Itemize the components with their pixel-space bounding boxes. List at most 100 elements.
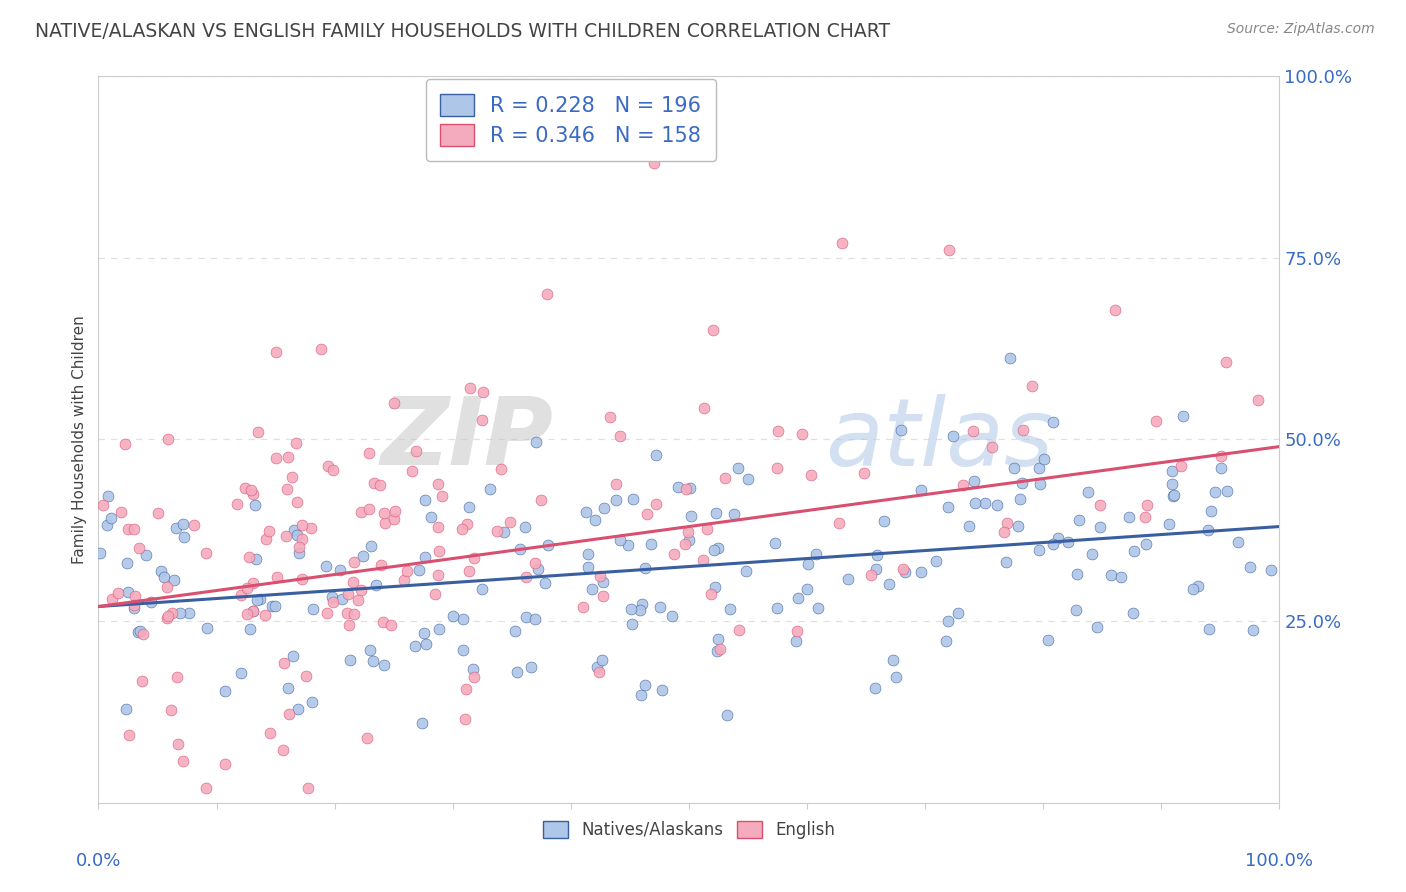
Point bbox=[165, 521, 187, 535]
Point bbox=[634, 561, 657, 575]
Point bbox=[486, 524, 509, 539]
Point bbox=[271, 743, 294, 757]
Point bbox=[515, 610, 537, 624]
Point bbox=[706, 644, 728, 658]
Point bbox=[404, 639, 426, 653]
Point bbox=[523, 557, 546, 571]
Point bbox=[1199, 504, 1222, 518]
Point bbox=[884, 670, 907, 684]
Point bbox=[609, 429, 631, 443]
Point bbox=[621, 492, 644, 507]
Point bbox=[242, 576, 264, 591]
Point bbox=[245, 552, 267, 566]
Point bbox=[800, 467, 823, 482]
Point bbox=[1161, 489, 1184, 503]
Point bbox=[704, 506, 727, 520]
Point bbox=[728, 624, 751, 638]
Text: Source: ZipAtlas.com: Source: ZipAtlas.com bbox=[1227, 22, 1375, 37]
Point bbox=[350, 505, 373, 519]
Point bbox=[287, 702, 309, 716]
Point bbox=[936, 500, 959, 515]
Point bbox=[831, 235, 853, 250]
Point bbox=[1161, 464, 1184, 478]
Point bbox=[1144, 415, 1167, 429]
Point bbox=[162, 573, 184, 587]
Point bbox=[408, 563, 430, 577]
Point bbox=[264, 345, 287, 359]
Point bbox=[599, 410, 621, 425]
Point bbox=[519, 660, 541, 674]
Point bbox=[1133, 510, 1156, 524]
Point bbox=[737, 472, 759, 486]
Point bbox=[122, 522, 145, 536]
Point bbox=[650, 599, 672, 614]
Text: NATIVE/ALASKAN VS ENGLISH FAMILY HOUSEHOLDS WITH CHILDREN CORRELATION CHART: NATIVE/ALASKAN VS ENGLISH FAMILY HOUSEHO… bbox=[35, 22, 890, 41]
Point bbox=[1118, 509, 1140, 524]
Point bbox=[763, 536, 786, 550]
Point bbox=[173, 530, 195, 544]
Point bbox=[370, 558, 392, 573]
Point bbox=[1173, 409, 1195, 424]
Point bbox=[329, 564, 352, 578]
Point bbox=[692, 552, 714, 566]
Point bbox=[107, 586, 129, 600]
Point bbox=[1227, 535, 1250, 549]
Point bbox=[853, 467, 876, 481]
Point bbox=[384, 503, 406, 517]
Point bbox=[167, 737, 190, 751]
Point bbox=[350, 583, 373, 598]
Point bbox=[322, 595, 344, 609]
Point bbox=[571, 600, 593, 615]
Point bbox=[366, 578, 388, 592]
Point bbox=[807, 600, 830, 615]
Point bbox=[128, 541, 150, 555]
Point bbox=[451, 612, 474, 626]
Point bbox=[273, 657, 295, 671]
Point bbox=[662, 547, 685, 561]
Point bbox=[1161, 477, 1184, 491]
Point bbox=[1197, 523, 1219, 537]
Point bbox=[491, 462, 513, 476]
Point bbox=[131, 626, 153, 640]
Point bbox=[242, 603, 264, 617]
Point bbox=[427, 622, 450, 636]
Point bbox=[297, 781, 319, 796]
Point bbox=[536, 287, 558, 301]
Point bbox=[787, 591, 810, 605]
Point bbox=[702, 323, 724, 337]
Point bbox=[986, 498, 1008, 512]
Point bbox=[117, 585, 139, 599]
Point bbox=[131, 674, 153, 689]
Point bbox=[1104, 303, 1126, 318]
Point bbox=[693, 401, 716, 416]
Point bbox=[291, 532, 314, 546]
Point bbox=[1209, 450, 1232, 464]
Text: ZIP: ZIP bbox=[380, 393, 553, 485]
Point bbox=[294, 669, 316, 683]
Point bbox=[796, 582, 818, 597]
Point bbox=[169, 606, 191, 620]
Point bbox=[645, 448, 668, 462]
Point bbox=[301, 695, 323, 709]
Point bbox=[891, 562, 914, 576]
Point bbox=[405, 444, 427, 458]
Point bbox=[373, 615, 395, 629]
Point bbox=[214, 756, 236, 771]
Point bbox=[259, 725, 281, 739]
Point bbox=[1163, 488, 1185, 502]
Point bbox=[643, 156, 665, 170]
Point bbox=[160, 703, 183, 717]
Point bbox=[127, 624, 149, 639]
Point bbox=[993, 525, 1015, 540]
Point bbox=[322, 463, 344, 477]
Point bbox=[413, 626, 436, 640]
Point bbox=[1081, 547, 1104, 561]
Point bbox=[153, 570, 176, 584]
Point bbox=[714, 471, 737, 485]
Point bbox=[214, 683, 236, 698]
Point bbox=[609, 533, 631, 548]
Point bbox=[277, 681, 299, 695]
Point bbox=[621, 616, 644, 631]
Point bbox=[172, 517, 194, 532]
Text: 0.0%: 0.0% bbox=[76, 852, 121, 870]
